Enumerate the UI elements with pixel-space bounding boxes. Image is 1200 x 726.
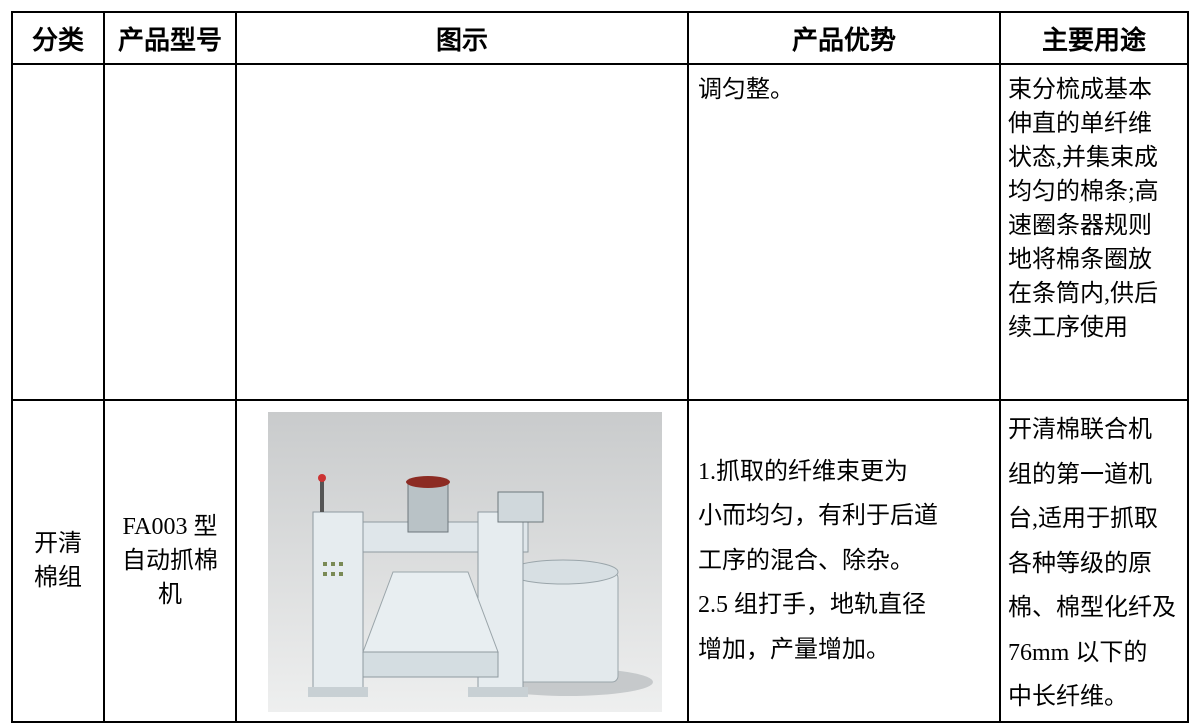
header-text: 分类 [31, 25, 84, 55]
header-cell: 产品优势 [688, 12, 1000, 64]
cell-text: 增加，产量增加。 [698, 636, 890, 663]
table-border [235, 11, 237, 723]
cell-text: 束分梳成基本 [1008, 77, 1152, 103]
cell-text: 速圈条器规则 [1008, 213, 1152, 239]
table-border [11, 11, 13, 723]
cell-text: 1.抓取的纤维束更为 [698, 458, 908, 485]
cell-text: 在条筒内,供后 [1008, 281, 1158, 307]
table-border [1187, 11, 1189, 723]
machine-photo [268, 412, 662, 712]
cell-text: 各种等级的原 [1008, 550, 1152, 577]
cell-text: 开清棉联合机 [1008, 417, 1152, 444]
cell-text: 组的第一道机 [1008, 461, 1152, 488]
table-cell: FA003 型自动抓棉机 [104, 400, 236, 722]
header-text: 产品优势 [791, 25, 896, 55]
table-cell: 束分梳成基本 伸直的单纤维 状态,并集束成 均匀的棉条;高 速圈条器规则 地将棉条圈放 在条… [1000, 64, 1188, 400]
header-text: 产品型号 [117, 25, 222, 55]
table-border [687, 11, 689, 723]
cell-text: 76mm 以下的 [1008, 639, 1148, 666]
cell-text: 棉、棉型化纤及 [1008, 595, 1176, 622]
cell-text: FA003 型 [122, 514, 218, 540]
header-cell: 产品型号 [104, 12, 236, 64]
table-border [103, 11, 105, 723]
table-cell: 调匀整。 [688, 64, 1000, 400]
table-border [11, 10, 1189, 14]
cell-text: 小而均匀，有利于后道 [698, 503, 938, 530]
table-border [11, 63, 1189, 65]
cell-text: 调匀整。 [698, 77, 794, 103]
cell-text: 工序的混合、除杂。 [698, 547, 914, 574]
cell-text: 续工序使用 [1008, 315, 1128, 341]
table-border [999, 11, 1001, 723]
table-cell: 开清棉联合机 组的第一道机 台,适用于抓取 各种等级的原 棉、棉型化纤及 76mm 以下的… [1000, 400, 1188, 722]
cell-text: 台,适用于抓取 [1008, 506, 1158, 533]
cell-text: 均匀的棉条;高 [1008, 179, 1159, 205]
table-border [11, 721, 1189, 723]
cell-text: 地将棉条圈放 [1008, 247, 1152, 273]
header-text: 主要用途 [1041, 25, 1146, 55]
cell-text: 2.5 组打手，地轨直径 [698, 592, 926, 619]
cell-text: 伸直的单纤维 [1008, 111, 1152, 137]
table-cell: 开清 棉组 [12, 400, 104, 722]
cell-text: 开清 [34, 531, 82, 557]
table-cell: 1.抓取的纤维束更为小而均匀，有利于后道 工序的混合、除杂。 2.5 组打手，地轨直… [688, 400, 1000, 722]
cell-text: 自动抓棉 [122, 548, 218, 574]
cell-text: 机 [158, 582, 182, 608]
cell-text: 状态,并集束成 [1008, 145, 1158, 171]
cell-text: 中长纤维。 [1008, 684, 1128, 711]
header-text: 图示 [435, 25, 488, 55]
header-cell: 主要用途 [1000, 12, 1188, 64]
header-cell: 分类 [12, 12, 104, 64]
header-cell: 图示 [236, 12, 688, 64]
cell-text: 棉组 [34, 565, 82, 591]
table-border [11, 399, 1189, 401]
